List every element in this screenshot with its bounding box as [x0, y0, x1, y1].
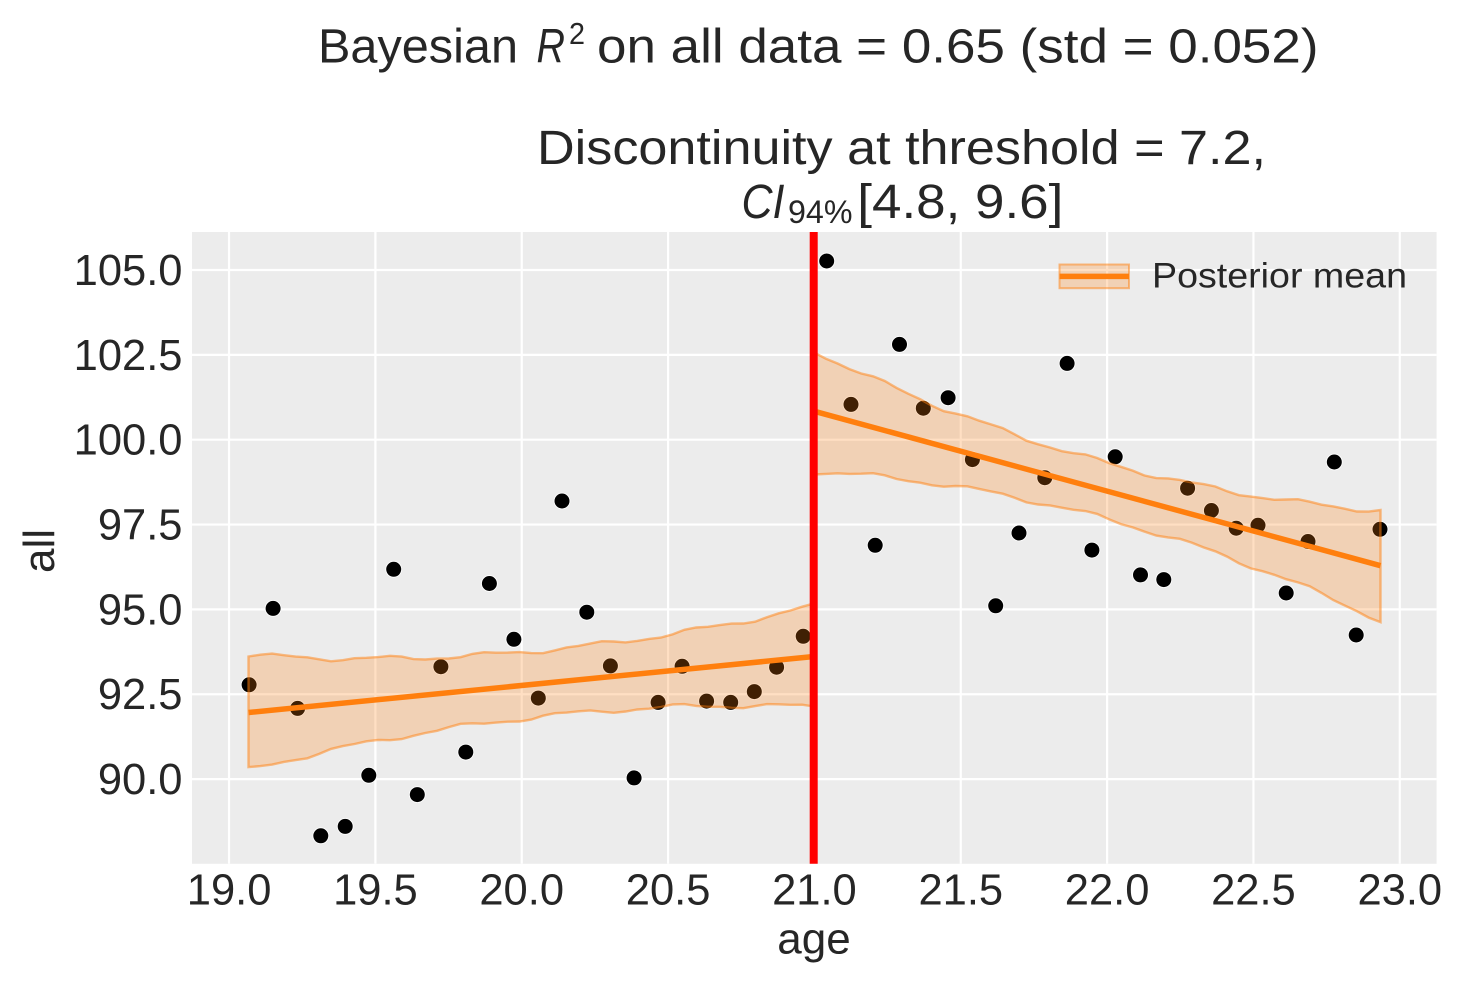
svg-text:20.0: 20.0 — [479, 866, 564, 914]
svg-text:Posterior mean: Posterior mean — [1152, 257, 1407, 296]
svg-text:on all data = 0.65 (std = 0.05: on all data = 0.65 (std = 0.052) — [597, 21, 1319, 74]
svg-text:Bayesian: Bayesian — [318, 21, 518, 74]
svg-text:19.0: 19.0 — [187, 866, 272, 914]
svg-text:22.5: 22.5 — [1211, 866, 1296, 914]
svg-text:[4.8, 9.6]: [4.8, 9.6] — [857, 176, 1063, 229]
svg-text:100.0: 100.0 — [74, 417, 183, 465]
svg-text:21.0: 21.0 — [772, 866, 857, 914]
svg-text:102.5: 102.5 — [74, 332, 183, 380]
svg-text:R: R — [537, 21, 566, 74]
svg-text:92.5: 92.5 — [98, 671, 183, 719]
svg-text:21.5: 21.5 — [918, 866, 1003, 914]
svg-text:23.0: 23.0 — [1357, 866, 1442, 914]
svg-text:Discontinuity at threshold = 7: Discontinuity at threshold = 7.2, — [537, 122, 1266, 175]
svg-text:20.5: 20.5 — [626, 866, 711, 914]
svg-text:CI: CI — [742, 176, 785, 229]
svg-text:105.0: 105.0 — [74, 247, 183, 295]
svg-text:2: 2 — [569, 16, 585, 51]
svg-text:97.5: 97.5 — [98, 502, 183, 550]
svg-text:90.0: 90.0 — [98, 756, 183, 804]
svg-text:all: all — [15, 529, 64, 573]
svg-text:22.0: 22.0 — [1065, 866, 1150, 914]
svg-text:age: age — [777, 915, 850, 964]
svg-text:95.0: 95.0 — [98, 586, 183, 634]
svg-text:19.5: 19.5 — [333, 866, 418, 914]
svg-text:94%: 94% — [788, 194, 853, 230]
